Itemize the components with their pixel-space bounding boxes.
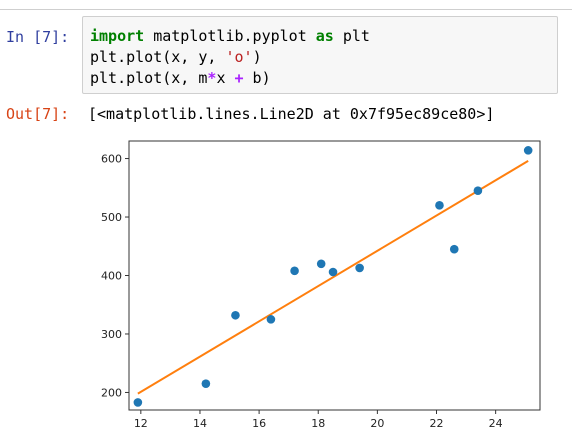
x-tick-label: 24 bbox=[489, 417, 503, 430]
data-point bbox=[231, 310, 240, 320]
code-line-3: plt.plot(x, m*x + b) bbox=[90, 69, 271, 87]
data-point bbox=[355, 263, 364, 273]
data-point bbox=[473, 186, 483, 196]
x-tick-label: 20 bbox=[370, 417, 384, 430]
data-point bbox=[290, 266, 299, 276]
code-editor[interactable]: import matplotlib.pyplot as plt plt.plot… bbox=[82, 16, 558, 94]
fit-line-layer bbox=[137, 160, 529, 395]
x-tick-label: 18 bbox=[311, 417, 325, 430]
data-point bbox=[435, 201, 444, 210]
y-axis: 200 300 400 500 600 bbox=[101, 153, 129, 399]
y-tick-label: 200 bbox=[101, 386, 122, 399]
code-line-2: plt.plot(x, y, 'o') bbox=[90, 48, 262, 66]
x-tick-label: 22 bbox=[430, 417, 444, 430]
x-axis: 12 14 16 18 20 22 24 bbox=[134, 410, 503, 430]
input-prompt: In [7]: bbox=[6, 28, 70, 46]
data-point bbox=[266, 315, 276, 324]
y-tick-label: 600 bbox=[101, 153, 122, 166]
y-tick-label: 400 bbox=[101, 270, 122, 283]
y-tick-label: 500 bbox=[101, 211, 122, 224]
data-point bbox=[449, 244, 459, 254]
data-point bbox=[201, 379, 211, 388]
data-point bbox=[316, 259, 326, 269]
output-prompt: Out[7]: bbox=[6, 105, 70, 123]
y-tick-label: 300 bbox=[101, 328, 122, 341]
data-point bbox=[133, 398, 143, 407]
output-text: [<matplotlib.lines.Line2D at 0x7f95ec89c… bbox=[88, 105, 495, 123]
fit-line bbox=[137, 160, 529, 395]
x-tick-label: 12 bbox=[134, 417, 148, 430]
x-tick-label: 14 bbox=[193, 417, 207, 430]
points-layer bbox=[133, 146, 533, 407]
code-line-1: import matplotlib.pyplot as plt bbox=[90, 27, 370, 45]
data-point bbox=[328, 267, 338, 277]
data-point bbox=[523, 146, 533, 155]
cell-separator bbox=[0, 9, 572, 10]
x-tick-label: 16 bbox=[252, 417, 266, 430]
